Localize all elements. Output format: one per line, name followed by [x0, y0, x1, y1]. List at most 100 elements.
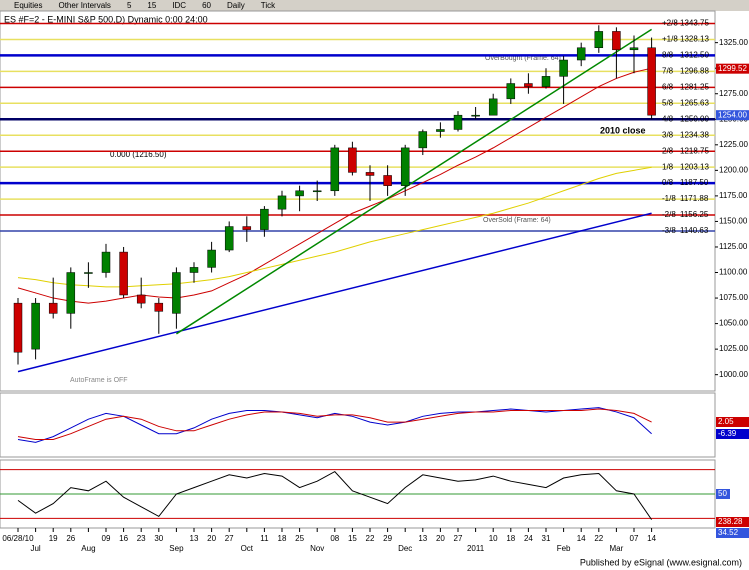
x-tick-label: 24 — [524, 534, 533, 543]
macd-tag — [716, 417, 749, 427]
candle-body — [506, 83, 516, 100]
candle-body — [242, 226, 252, 230]
x-tick-label: 14 — [577, 534, 586, 543]
x-tick-label: 2011 — [467, 544, 485, 553]
x-tick-label: 13 — [418, 534, 427, 543]
x-tick-label: 19 — [49, 534, 58, 543]
macd-tag — [716, 429, 749, 439]
candle-body — [400, 147, 410, 186]
toolbar-item[interactable]: Daily — [227, 1, 245, 10]
y-tick-label: 1225.00 — [719, 140, 748, 149]
annotation: OverSold (Frame: 64) — [483, 217, 551, 224]
level-name: 6/8 — [662, 82, 674, 91]
x-tick-label: 27 — [454, 534, 463, 543]
y-tick-label: 1050.00 — [719, 319, 748, 328]
candle-body — [348, 147, 357, 173]
toolbar-item[interactable]: Other Intervals — [58, 1, 110, 10]
candle-body — [576, 47, 586, 61]
candle-body — [436, 129, 445, 132]
level-name: 0/8 — [662, 178, 674, 187]
y-tick-label: 1325.00 — [719, 38, 748, 47]
candle-body — [541, 76, 551, 87]
candle-body — [418, 131, 428, 149]
level-value: 1281.25 — [680, 82, 709, 91]
oscillator-tag — [716, 528, 749, 538]
x-tick-label: 09 — [102, 534, 111, 543]
level-value: 1265.63 — [680, 98, 709, 107]
candle-body — [260, 208, 269, 230]
level-value: 1187.50 — [680, 178, 709, 187]
level-value: 1218.75 — [680, 146, 709, 155]
macd-tag-label: -6.39 — [718, 429, 737, 438]
x-tick-label: 14 — [647, 534, 656, 543]
level-value: 1296.88 — [680, 66, 709, 75]
level-value: 1140.63 — [680, 226, 709, 235]
level-name: -3/8 — [662, 226, 676, 235]
oscillator-tag-label: 34.52 — [718, 528, 739, 537]
toolbar-item[interactable]: IDC — [172, 1, 186, 10]
x-tick-label: Aug — [81, 544, 95, 553]
level-name: +2/8 — [662, 19, 678, 28]
x-tick-label: Dec — [398, 544, 412, 553]
level-name: 4/8 — [662, 114, 674, 123]
x-tick-label: 22 — [366, 534, 375, 543]
candle-body — [189, 267, 199, 273]
x-tick-label: 10 — [489, 534, 498, 543]
candle-body — [154, 302, 164, 312]
macd-panel — [0, 392, 716, 458]
x-tick-label: 20 — [436, 534, 445, 543]
x-tick-label: 22 — [594, 534, 603, 543]
toolbar-item[interactable]: 5 — [127, 1, 132, 10]
toolbar-item[interactable]: Tick — [261, 1, 276, 10]
oscillator-tick-box — [716, 489, 730, 499]
x-tick-label: Oct — [241, 544, 254, 553]
candle-body — [488, 98, 498, 116]
level-value: 1156.25 — [680, 210, 709, 219]
candle-body — [365, 172, 375, 176]
level-value: 1343.75 — [680, 19, 709, 28]
x-tick-label: Feb — [557, 544, 571, 553]
x-tick-label: 30 — [154, 534, 163, 543]
trendline — [175, 28, 653, 335]
x-tick-label: 06/28/10 — [2, 534, 34, 543]
x-tick-label: 25 — [295, 534, 304, 543]
level-name: 1/8 — [662, 162, 674, 171]
candle-body — [136, 294, 146, 304]
chart-title: ES #F=2 - E-MINI S&P 500,D) Dynamic 0:00… — [4, 14, 208, 24]
x-tick-label: Jul — [30, 544, 40, 553]
x-tick-label: 20 — [207, 534, 216, 543]
footer: Published by eSignal (www.esignal.com) — [580, 557, 742, 567]
x-tick-label: 27 — [225, 534, 234, 543]
y-tick-label: 1125.00 — [719, 242, 748, 251]
price-tag — [716, 63, 749, 74]
level-name: -2/8 — [662, 210, 676, 219]
candle-body — [524, 83, 533, 87]
y-tick-label: 1000.00 — [719, 370, 748, 379]
y-tick-label: 1150.00 — [719, 217, 748, 226]
level-value: 1250.00 — [680, 114, 709, 123]
toolbar-item[interactable]: Equities — [14, 1, 42, 10]
toolbar-item[interactable]: 15 — [147, 1, 156, 10]
toolbar-item[interactable]: 60 — [202, 1, 211, 10]
level-name: 7/8 — [662, 66, 674, 75]
candle-body — [13, 302, 23, 353]
x-tick-label: 08 — [330, 534, 339, 543]
oscillator-tag — [716, 517, 749, 527]
candle-body — [207, 249, 216, 268]
candle-body — [31, 302, 40, 350]
level-name: 8/8 — [662, 51, 674, 60]
oscillator-tag-label: 238.28 — [718, 517, 743, 526]
y-tick-label: 1275.00 — [719, 89, 748, 98]
candle-body — [330, 147, 340, 192]
candle-body — [594, 31, 604, 49]
level-name: -1/8 — [662, 194, 676, 203]
y-tick-label: 1025.00 — [719, 344, 748, 353]
candle-body — [119, 251, 128, 296]
price-tag-label: 1299.52 — [718, 64, 747, 73]
level-value: 1234.38 — [680, 130, 709, 139]
candle-body — [295, 190, 304, 197]
macd-line — [17, 408, 652, 440]
trendline — [17, 212, 652, 373]
level-value: 1328.13 — [680, 35, 709, 44]
